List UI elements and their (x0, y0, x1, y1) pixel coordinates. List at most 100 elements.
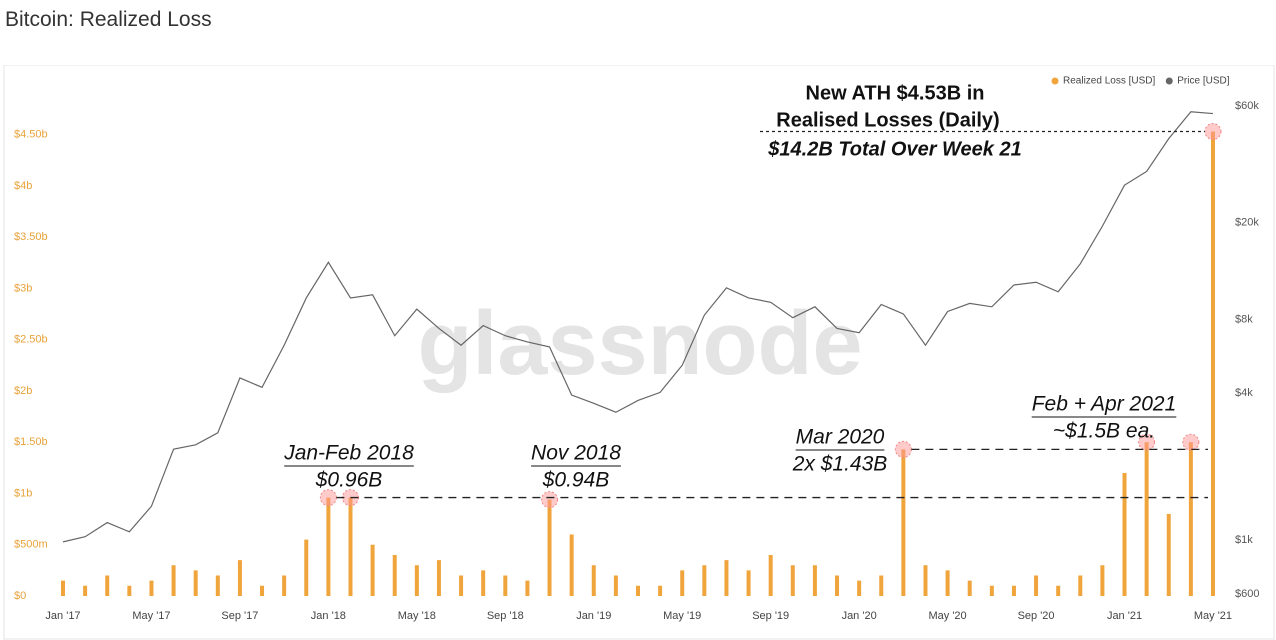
loss-bar (680, 570, 685, 596)
x-tick-label: May '18 (398, 610, 436, 622)
loss-bar (1078, 575, 1083, 596)
loss-bar (857, 580, 862, 596)
loss-bar (1056, 585, 1061, 596)
loss-bar (83, 585, 88, 596)
loss-bar (1034, 575, 1039, 596)
loss-bar (613, 575, 618, 596)
loss-bar (392, 554, 397, 596)
loss-bar (326, 497, 331, 596)
legend-swatch (1165, 77, 1173, 85)
loss-bar (635, 585, 640, 596)
loss-bar (260, 585, 265, 596)
highlight (1204, 123, 1222, 141)
x-tick-label: Jan '20 (842, 610, 877, 622)
loss-bar (348, 497, 353, 596)
y2-tick-label: $1k (1235, 534, 1253, 546)
x-tick-label: Jan '18 (311, 610, 346, 622)
annotation: Feb + Apr 2021 (1032, 393, 1177, 416)
annotation: 2x $1.43B (792, 453, 888, 476)
loss-bar (945, 570, 950, 596)
y2-tick-label: $60k (1235, 100, 1259, 112)
annotation: Realised Losses (Daily) (776, 109, 999, 131)
loss-bar (237, 560, 242, 596)
loss-bar (768, 554, 773, 596)
x-tick-label: Jan '17 (45, 610, 80, 622)
loss-bar (215, 575, 220, 596)
annotation: Mar 2020 (796, 426, 885, 449)
loss-bar (61, 580, 65, 596)
loss-bar (1166, 513, 1171, 596)
loss-bar (436, 560, 441, 596)
y-tick-label: $1.50b (14, 436, 48, 448)
legend-label: Realized Loss [USD] (1063, 76, 1155, 87)
highlight (541, 491, 559, 509)
y-tick-label: $2b (14, 385, 32, 397)
legend-label: Price [USD] (1177, 76, 1229, 87)
loss-bar (459, 575, 464, 596)
loss-bar (525, 580, 530, 596)
highlight (1182, 433, 1200, 451)
loss-bar (304, 539, 309, 596)
loss-bar (702, 565, 707, 596)
x-tick-label: Sep '19 (752, 610, 789, 622)
loss-bar (1210, 131, 1215, 597)
loss-bar (370, 544, 375, 596)
y-tick-label: $1b (14, 487, 32, 499)
loss-bar (569, 534, 574, 596)
y2-tick-label: $8k (1235, 313, 1253, 325)
annotation: ~$1.5B ea. (1053, 420, 1155, 443)
loss-bar (127, 585, 132, 596)
chart-frame (3, 65, 1275, 640)
y-tick-label: $4.50b (14, 129, 48, 141)
loss-bar (481, 570, 486, 596)
loss-bar (414, 565, 419, 596)
y-tick-label: $4b (14, 180, 32, 192)
loss-bar (812, 565, 817, 596)
loss-bar (1011, 585, 1016, 596)
loss-bar (1100, 565, 1105, 596)
y-tick-label: $500m (14, 539, 48, 551)
watermark: glassnode (417, 294, 862, 394)
loss-bar (105, 575, 110, 596)
loss-bar (193, 570, 198, 596)
y-tick-label: $2.50b (14, 334, 48, 346)
loss-bar (1188, 442, 1193, 596)
loss-bar (1122, 472, 1127, 596)
annotation: New ATH $4.53B in (806, 82, 985, 104)
loss-bar (658, 585, 663, 596)
highlight (894, 440, 912, 458)
loss-bar (171, 565, 176, 596)
highlight (1138, 433, 1156, 451)
loss-bar (835, 575, 840, 596)
loss-bar (724, 560, 729, 596)
loss-bar (282, 575, 287, 596)
y-tick-label: $3b (14, 282, 32, 294)
x-tick-label: Sep '20 (1018, 610, 1055, 622)
x-tick-label: May '20 (929, 610, 967, 622)
loss-bar (967, 580, 972, 596)
loss-bar (790, 565, 795, 596)
x-tick-label: May '17 (132, 610, 170, 622)
price-line (62, 111, 1214, 543)
y2-tick-label: $4k (1235, 387, 1253, 399)
y-tick-label: $3.50b (14, 231, 48, 243)
loss-bar (547, 499, 552, 596)
y2-tick-label: $20k (1235, 216, 1259, 228)
x-tick-label: Sep '18 (487, 610, 524, 622)
annotation: $0.96B (315, 469, 383, 492)
loss-bar (879, 575, 884, 596)
loss-bar (149, 580, 154, 596)
loss-bar (989, 585, 994, 596)
y-tick-label: $0 (14, 590, 26, 602)
x-tick-label: Jan '21 (1107, 610, 1142, 622)
loss-bar (503, 575, 508, 596)
annotation: $14.2B Total Over Week 21 (767, 138, 1021, 160)
loss-bar (746, 570, 751, 596)
chart-title: Bitcoin: Realized Loss (5, 8, 212, 31)
chart: glassnode $0 $500m $1b $1.50b $2b $2.50b $3b $3.… (3, 65, 1275, 640)
annotation: $0.94B (542, 469, 610, 492)
x-tick-label: May '21 (1194, 610, 1232, 622)
x-tick-label: Sep '17 (221, 610, 258, 622)
loss-bar (923, 565, 928, 596)
